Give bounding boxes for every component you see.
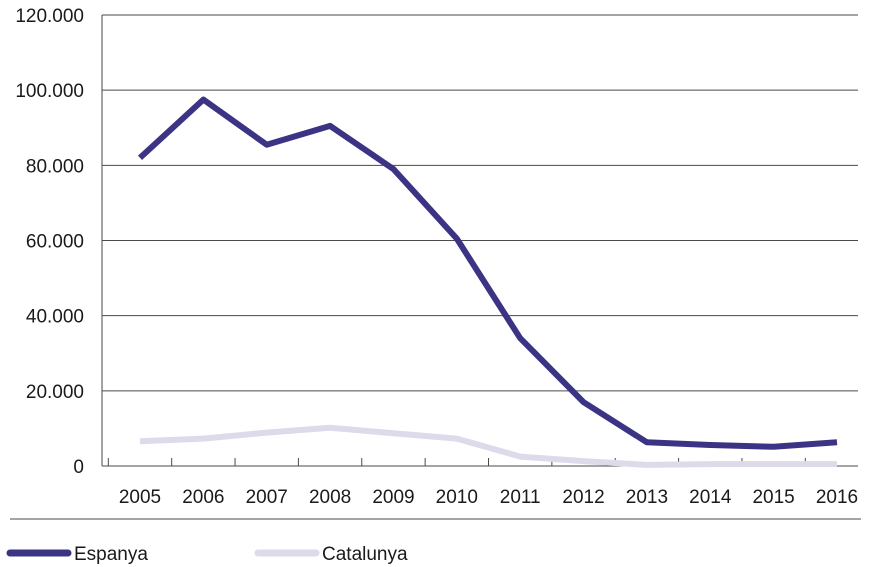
y-tick-label: 20.000 [26,382,84,403]
x-tick-label: 2009 [372,487,414,508]
x-tick-label: 2010 [436,487,478,508]
series-line-catalunya [139,424,837,468]
y-tick-label: 40.000 [26,307,84,328]
legend-label: Catalunya [322,544,408,565]
legend-label: Espanya [74,544,148,565]
x-tick-label: 2007 [246,487,288,508]
x-axis-tick-labels: 2005 2006 2007 2008 2009 2010 2011 2012 2013 2014… [119,487,858,508]
y-axis-tick-labels: 0 20.000 40.000 60.000 80.000 100.000 120.000 [15,6,84,478]
x-tick-label: 2006 [182,487,224,508]
x-tick-label: 2005 [119,487,161,508]
series-line-espanya [137,96,838,450]
x-tick-label: 2016 [816,487,858,508]
legend: Espanya Catalunya [6,544,408,565]
y-tick-label: 60.000 [26,232,84,253]
x-tick-label: 2011 [500,487,541,508]
y-tick-label: 0 [73,457,84,478]
x-tick-label: 2013 [626,487,668,508]
y-tick-label: 120.000 [15,6,84,27]
series-lines [137,96,838,468]
x-tick-label: 2008 [309,487,351,508]
x-tick-label: 2015 [752,487,794,508]
x-tick-label: 2014 [689,487,732,508]
legend-item-espanya: Espanya [6,544,148,565]
x-tick-label: 2012 [562,487,604,508]
y-tick-label: 80.000 [26,156,84,177]
grid-lines [102,14,858,392]
legend-item-catalunya: Catalunya [254,544,408,565]
y-tick-label: 100.000 [15,81,84,102]
